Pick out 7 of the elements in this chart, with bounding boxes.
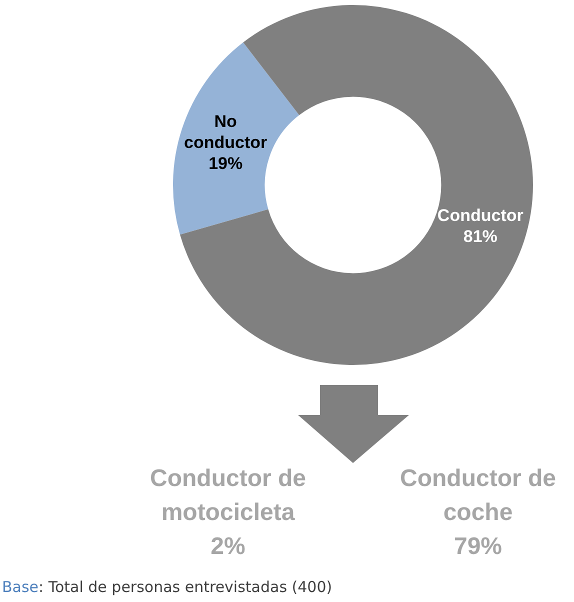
slice-label: No conductor — [184, 112, 268, 152]
data-label: 19% — [208, 154, 243, 173]
text: Conductor de motocicleta 2% — [149, 464, 307, 562]
slice-label: Conductor — [437, 206, 524, 226]
text: Base: Total de personas entrevistadas (400) — [2, 578, 332, 596]
data-label: 81% — [463, 227, 498, 246]
text: Conductor de coche 79% — [399, 464, 557, 562]
